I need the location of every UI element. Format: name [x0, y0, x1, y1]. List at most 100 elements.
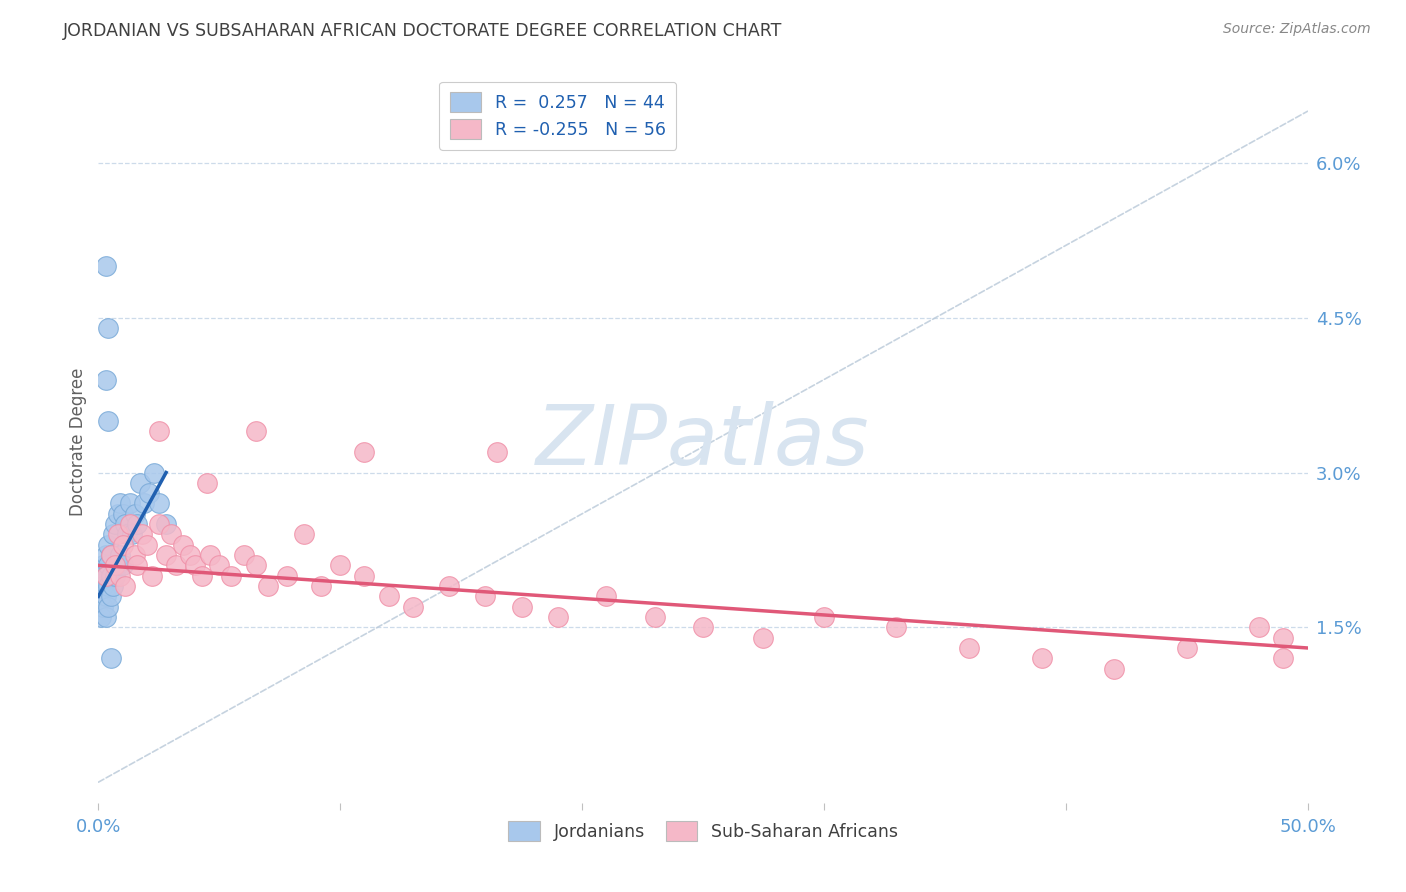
Point	[127, 517, 149, 532]
Point	[329, 558, 352, 573]
Point	[309, 579, 332, 593]
Point	[90, 590, 112, 604]
Point	[547, 610, 569, 624]
Point	[184, 558, 207, 573]
Point	[111, 538, 134, 552]
Point	[353, 445, 375, 459]
Point	[1175, 640, 1198, 655]
Point	[232, 548, 254, 562]
Point	[107, 558, 129, 573]
Point	[1272, 631, 1295, 645]
Point	[886, 620, 908, 634]
Text: ZIPatlas: ZIPatlas	[536, 401, 870, 482]
Point	[134, 496, 156, 510]
Point	[692, 620, 714, 634]
Point	[155, 517, 177, 532]
Point	[148, 496, 170, 510]
Point	[644, 610, 666, 624]
Legend: Jordanians, Sub-Saharan Africans: Jordanians, Sub-Saharan Africans	[502, 814, 904, 848]
Text: Source: ZipAtlas.com: Source: ZipAtlas.com	[1223, 22, 1371, 37]
Point	[221, 568, 243, 582]
Y-axis label: Doctorate Degree: Doctorate Degree	[69, 368, 87, 516]
Point	[195, 475, 218, 490]
Point	[94, 568, 117, 582]
Point	[179, 548, 201, 562]
Point	[172, 538, 194, 552]
Point	[148, 517, 170, 532]
Point	[155, 548, 177, 562]
Point	[97, 321, 120, 335]
Point	[198, 548, 221, 562]
Point	[276, 568, 298, 582]
Point	[957, 640, 980, 655]
Point	[191, 568, 214, 582]
Point	[107, 527, 129, 541]
Point	[97, 414, 120, 428]
Point	[245, 558, 267, 573]
Point	[208, 558, 231, 573]
Point	[141, 568, 163, 582]
Point	[100, 590, 122, 604]
Point	[402, 599, 425, 614]
Point	[108, 548, 131, 562]
Point	[117, 527, 139, 541]
Point	[111, 558, 134, 573]
Point	[90, 610, 112, 624]
Text: JORDANIAN VS SUBSAHARAN AFRICAN DOCTORATE DEGREE CORRELATION CHART: JORDANIAN VS SUBSAHARAN AFRICAN DOCTORAT…	[63, 22, 783, 40]
Point	[90, 568, 112, 582]
Point	[94, 373, 117, 387]
Point	[100, 568, 122, 582]
Point	[97, 579, 120, 593]
Point	[1031, 651, 1053, 665]
Point	[104, 517, 127, 532]
Point	[131, 527, 153, 541]
Point	[160, 527, 183, 541]
Point	[256, 579, 278, 593]
Point	[94, 610, 117, 624]
Point	[118, 496, 141, 510]
Point	[118, 517, 141, 532]
Point	[135, 538, 157, 552]
Point	[104, 558, 127, 573]
Point	[97, 599, 120, 614]
Point	[100, 548, 122, 562]
Point	[1249, 620, 1271, 634]
Point	[486, 445, 509, 459]
Point	[510, 599, 533, 614]
Point	[143, 466, 166, 480]
Point	[1272, 651, 1295, 665]
Point	[91, 558, 114, 573]
Point	[114, 517, 136, 532]
Point	[100, 548, 122, 562]
Point	[100, 651, 122, 665]
Point	[94, 590, 117, 604]
Point	[104, 568, 127, 582]
Point	[94, 259, 117, 273]
Point	[292, 527, 315, 541]
Point	[121, 527, 143, 541]
Point	[94, 548, 117, 562]
Point	[94, 568, 117, 582]
Point	[245, 424, 267, 438]
Point	[114, 579, 136, 593]
Point	[165, 558, 187, 573]
Point	[124, 548, 146, 562]
Point	[138, 486, 160, 500]
Point	[101, 579, 124, 593]
Point	[91, 599, 114, 614]
Point	[101, 527, 124, 541]
Point	[353, 568, 375, 582]
Point	[148, 424, 170, 438]
Point	[377, 590, 399, 604]
Point	[752, 631, 775, 645]
Point	[437, 579, 460, 593]
Point	[813, 610, 835, 624]
Point	[107, 507, 129, 521]
Point	[97, 538, 120, 552]
Point	[97, 558, 120, 573]
Point	[124, 507, 146, 521]
Point	[111, 507, 134, 521]
Point	[127, 558, 149, 573]
Point	[595, 590, 617, 604]
Point	[1102, 662, 1125, 676]
